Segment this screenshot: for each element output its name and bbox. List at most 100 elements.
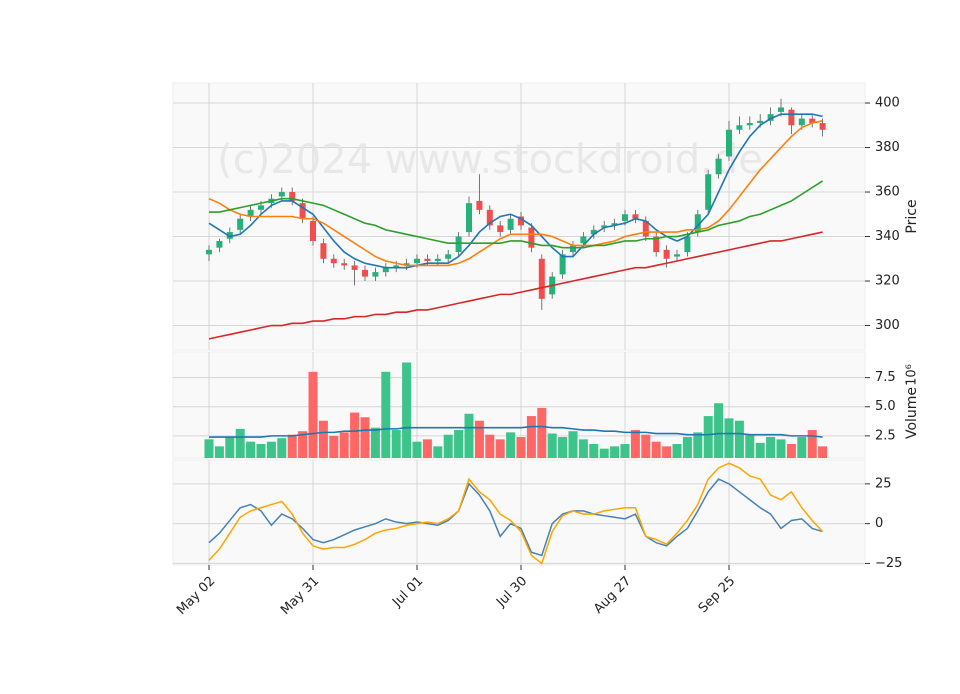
y-axis-label: Price [904,199,920,233]
candle-body [528,227,535,248]
volume-bar [693,432,703,458]
volume-bar [443,434,453,458]
candle-body [466,203,472,233]
candle-body [351,265,358,270]
volume-bar [537,407,547,458]
volume-bar [547,433,557,458]
volume-bar [558,437,568,458]
volume-bar [360,417,370,458]
candle-body [320,243,327,259]
candle-body [559,254,566,275]
panel-background [172,459,866,566]
candle-body [341,263,348,266]
moving-average [208,120,823,267]
candle-body [237,218,244,230]
candle-body [393,265,400,268]
candle-body [372,272,379,277]
candle-body [330,258,337,264]
volume-bar [641,434,651,458]
candle-body [632,214,639,219]
volume-bar [516,437,526,458]
volume-bar [526,416,536,458]
volume-bar [391,430,401,458]
volume-bar [350,412,360,458]
y-tick-label: 320 [875,274,900,289]
candle-body [705,174,712,210]
volume-bar [277,438,287,458]
candle-body [518,216,524,226]
candle-body [206,249,212,255]
y-tick-label: 25 [875,476,892,491]
volume-bar [422,439,432,458]
candle-body [757,120,764,124]
moving-average [208,231,823,340]
y-tick-label: 360 [875,185,900,200]
volume-bar [298,431,308,458]
candle-body [726,129,732,157]
candle-body [258,205,264,210]
candle-body [580,236,587,244]
volume-bar [339,432,349,458]
volume-bar [703,416,713,458]
y-axis-label: Volume [904,387,920,439]
volume-bar [485,434,495,458]
candle-body [226,232,233,239]
volume-bar [495,439,505,458]
candle-body [538,258,545,299]
candle-body [809,118,816,124]
candle-body [289,192,296,201]
candle-body [715,158,722,175]
volume-bar [776,439,786,458]
volume-bar [797,437,807,458]
candle-body [476,200,483,210]
y-tick-label: 7.5 [875,370,896,385]
volume-bar [474,420,484,458]
volume-average [209,425,823,438]
volume-bar [464,413,474,458]
y-tick-label: 300 [875,318,900,333]
candle-body [570,245,576,253]
candle-body [445,254,452,259]
y-tick-label: 0 [875,516,883,531]
volume-bar [724,418,734,458]
candle-body [414,258,420,264]
y-tick-label: 380 [875,140,900,155]
volume-bar [610,446,620,458]
candle-body [694,214,701,233]
candle-body [819,123,826,130]
candle-body [736,125,743,130]
candle-body [455,236,462,253]
volume-bar [412,441,422,458]
volume-bar [433,446,443,458]
candle-body [653,236,660,253]
volume-bar [235,428,245,458]
volume-bar [599,448,609,458]
volume-bar [329,435,339,458]
candle-body [382,267,389,273]
volume-bar [672,444,682,458]
volume-bar [402,362,412,458]
candle-body [403,263,410,266]
candle-body [601,225,608,228]
candle-body [299,203,306,219]
candle-body [310,220,316,241]
candle-body [507,218,514,230]
volume-bar [766,437,776,458]
volume-bar [578,439,588,458]
volume-bar [620,444,630,458]
candle-body [611,223,618,226]
candle-body [798,118,805,126]
candle-body [642,220,649,237]
volume-bar [589,444,599,458]
candle-body [684,236,691,253]
volume-bar [755,442,765,458]
volume-bar [714,403,724,458]
candle-body [674,254,680,257]
offset-label: 10⁶ [905,364,920,386]
volume-bar [204,439,214,458]
candle-body [622,214,628,221]
volume-bar [214,446,224,458]
volume-bar [630,430,640,458]
candle-body [746,123,753,126]
volume-bar [266,441,276,458]
